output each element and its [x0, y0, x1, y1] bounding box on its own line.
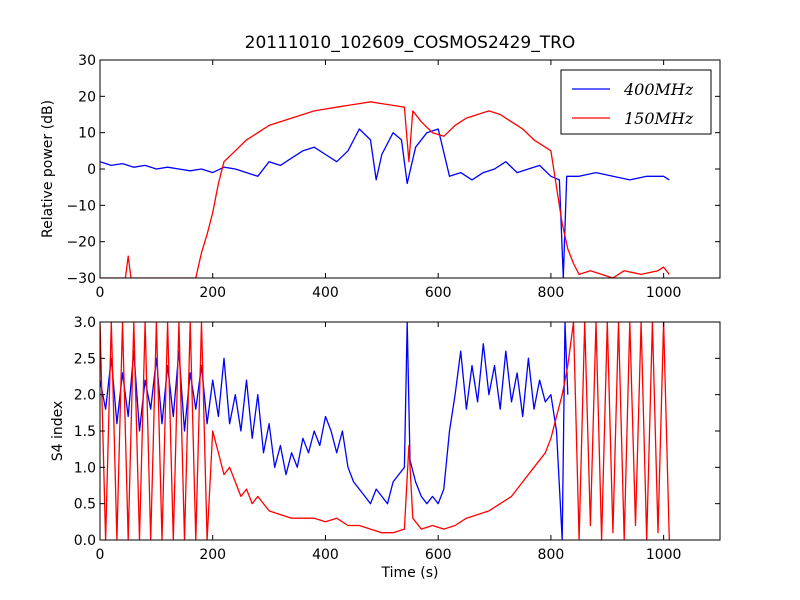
power-y-tick-label: 0 — [87, 162, 96, 178]
s4-x-tick-label: 200 — [199, 547, 226, 563]
s4-panel: S4 index Time (s) 0 200 400 600 800 1000 0.0 0.… — [50, 315, 721, 581]
chart-title: 20111010_102609_COSMOS2429_TRO — [245, 33, 576, 53]
s4-y-tick-label: 1.5 — [74, 424, 96, 440]
s4-ticks-group: 0 200 400 600 800 1000 0.0 0.5 1.0 1.5 2.0 2.5 3.0 — [74, 315, 720, 563]
power-panel: 20111010_102609_COSMOS2429_TRO Relative … — [40, 33, 721, 301]
power-y-tick-label: −20 — [66, 235, 96, 251]
s4-y-tick-label: 1.0 — [74, 460, 96, 476]
power-x-tick-label: 200 — [199, 285, 226, 301]
legend-150mhz-label: 150MHz — [624, 109, 694, 128]
power-y-tick-label: 20 — [78, 89, 96, 105]
s4-y-tick-label: 3.0 — [74, 315, 96, 331]
s4-y-tick-label: 2.0 — [74, 388, 96, 404]
s4-x-axis-label: Time (s) — [381, 565, 439, 581]
power-y-axis-label: Relative power (dB) — [40, 100, 56, 238]
power-x-tick-label: 1000 — [646, 285, 682, 301]
power-x-tick-label: 0 — [96, 285, 105, 301]
power-x-tick-label: 600 — [425, 285, 452, 301]
s4-series-line-150mhz — [100, 322, 670, 540]
s4-x-tick-label: 600 — [425, 547, 452, 563]
power-series-line-150mhz — [100, 101, 670, 278]
s4-axes-frame — [99, 321, 721, 541]
power-y-tick-label: 30 — [78, 53, 96, 69]
s4-series-group — [100, 322, 670, 540]
power-y-tick-label: 10 — [78, 126, 96, 142]
power-axes-frame — [99, 59, 721, 279]
s4-x-tick-label: 0 — [96, 547, 105, 563]
s4-y-tick-label: 2.5 — [74, 351, 96, 367]
s4-y-tick-label: 0.5 — [74, 497, 96, 513]
legend-400mhz-label: 400MHz — [623, 80, 694, 99]
power-x-tick-label: 400 — [312, 285, 339, 301]
s4-y-axis-label: S4 index — [50, 401, 66, 462]
power-y-tick-label: −10 — [66, 198, 96, 214]
power-x-tick-label: 800 — [538, 285, 565, 301]
legend: 400MHz 150MHz — [560, 69, 712, 135]
power-y-tick-label: −30 — [66, 271, 96, 287]
s4-x-tick-label: 1000 — [646, 547, 682, 563]
power-ticks-group: 0 200 400 600 800 1000 −30 −20 −10 0 10 20 30 — [66, 53, 720, 301]
s4-x-tick-label: 400 — [312, 547, 339, 563]
legend-box — [560, 69, 712, 135]
s4-y-tick-label: 0.0 — [74, 533, 96, 549]
power-series-group — [100, 101, 670, 278]
s4-x-tick-label: 800 — [538, 547, 565, 563]
